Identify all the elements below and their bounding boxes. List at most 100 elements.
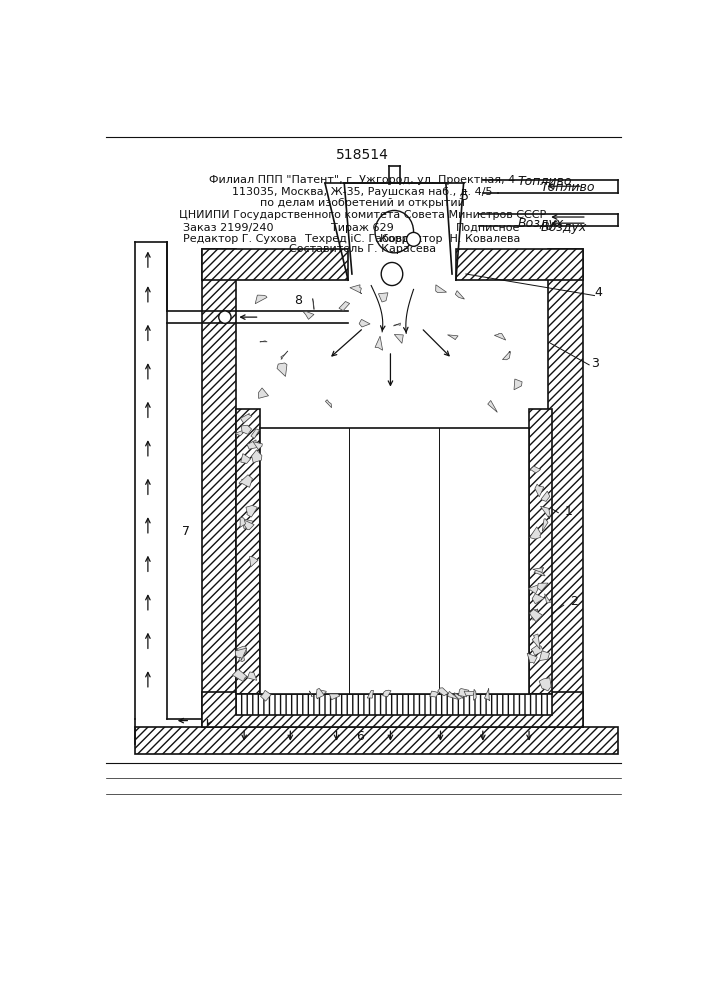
Polygon shape [240, 517, 245, 527]
Polygon shape [534, 569, 545, 576]
Text: Подписное: Подписное [456, 223, 520, 233]
Polygon shape [530, 527, 541, 539]
Polygon shape [350, 285, 362, 294]
Polygon shape [455, 291, 464, 299]
Polygon shape [436, 285, 447, 292]
Bar [549, 249, 583, 727]
Polygon shape [260, 690, 271, 701]
Polygon shape [494, 333, 506, 340]
Polygon shape [367, 690, 373, 698]
Polygon shape [530, 609, 542, 622]
Polygon shape [474, 689, 477, 700]
Text: 3: 3 [591, 357, 600, 370]
Polygon shape [260, 341, 267, 342]
Polygon shape [325, 400, 332, 408]
Polygon shape [252, 450, 262, 463]
Bar [259, 428, 529, 694]
Polygon shape [241, 425, 252, 434]
Polygon shape [503, 351, 510, 360]
Polygon shape [303, 312, 314, 319]
Polygon shape [539, 651, 549, 661]
Text: 6: 6 [356, 730, 363, 742]
Text: 113035, Москва, Ж-35, Раушская наб., д. 4/5: 113035, Москва, Ж-35, Раушская наб., д. … [232, 187, 493, 197]
Polygon shape [247, 440, 258, 449]
Bar [201, 692, 583, 727]
Polygon shape [528, 584, 541, 594]
Polygon shape [233, 669, 247, 681]
Polygon shape [464, 691, 475, 696]
Polygon shape [339, 302, 350, 311]
Polygon shape [281, 351, 288, 359]
Polygon shape [237, 646, 247, 656]
Polygon shape [459, 689, 469, 697]
Polygon shape [532, 634, 540, 649]
Text: 4: 4 [595, 286, 602, 299]
Polygon shape [310, 691, 312, 697]
Text: 2: 2 [570, 595, 578, 608]
Polygon shape [540, 506, 550, 519]
Polygon shape [527, 653, 537, 664]
Polygon shape [430, 691, 438, 697]
Polygon shape [251, 429, 259, 438]
Polygon shape [395, 334, 403, 343]
Polygon shape [455, 693, 463, 699]
Text: 1: 1 [565, 505, 573, 518]
Text: 5: 5 [461, 190, 469, 204]
Text: Техред iС. Габовда,: Техред iС. Габовда, [305, 234, 420, 244]
Polygon shape [394, 323, 400, 326]
Polygon shape [532, 594, 544, 604]
Text: ЦНИИПИ Государственного комитета Совета Министров СССР: ЦНИИПИ Государственного комитета Совета … [179, 210, 546, 220]
Bar [529, 409, 552, 694]
Text: Заказ 2199/240: Заказ 2199/240 [182, 223, 273, 233]
Polygon shape [317, 694, 323, 699]
Polygon shape [329, 694, 340, 700]
Polygon shape [246, 505, 257, 517]
Polygon shape [241, 454, 250, 463]
Text: Топливо: Топливо [518, 175, 572, 188]
Polygon shape [484, 688, 489, 701]
Polygon shape [378, 293, 388, 302]
Polygon shape [235, 429, 247, 436]
Polygon shape [532, 613, 542, 620]
Polygon shape [382, 690, 391, 697]
Polygon shape [244, 520, 254, 530]
Polygon shape [542, 519, 548, 531]
Bar [236, 409, 259, 694]
Polygon shape [531, 644, 543, 655]
Bar [456, 249, 583, 280]
Polygon shape [277, 363, 287, 376]
Polygon shape [239, 475, 252, 487]
Text: Филиал ППП "Патент", г. Ужгород, ул. Проектная, 4: Филиал ППП "Патент", г. Ужгород, ул. Про… [209, 175, 515, 185]
Circle shape [218, 311, 231, 323]
Polygon shape [240, 414, 252, 423]
Text: Топливо: Топливо [540, 181, 595, 194]
Polygon shape [514, 379, 522, 390]
Text: 7: 7 [182, 525, 190, 538]
Text: по делам изобретений и открытий: по делам изобретений и открытий [260, 198, 464, 208]
Polygon shape [255, 295, 267, 304]
Polygon shape [533, 568, 544, 572]
Polygon shape [539, 678, 551, 691]
Polygon shape [375, 336, 382, 350]
Polygon shape [316, 688, 324, 698]
Circle shape [407, 232, 421, 246]
Polygon shape [488, 400, 497, 412]
Polygon shape [312, 298, 315, 309]
Text: Воздух: Воздух [541, 221, 587, 234]
Text: Корректор  Н. Ковалева: Корректор Н. Ковалева [380, 234, 520, 244]
Polygon shape [239, 651, 245, 662]
Polygon shape [448, 335, 458, 340]
Bar [201, 249, 236, 727]
Text: Воздух: Воздух [518, 217, 563, 230]
Polygon shape [242, 519, 252, 528]
Bar [135, 727, 618, 754]
Text: Составитель Г. Карасева: Составитель Г. Карасева [288, 244, 436, 254]
Bar [201, 249, 348, 280]
Polygon shape [316, 690, 327, 697]
Polygon shape [544, 594, 551, 603]
Polygon shape [535, 484, 544, 497]
Polygon shape [253, 442, 262, 450]
Polygon shape [532, 609, 538, 611]
Polygon shape [250, 556, 258, 567]
Polygon shape [235, 648, 247, 660]
